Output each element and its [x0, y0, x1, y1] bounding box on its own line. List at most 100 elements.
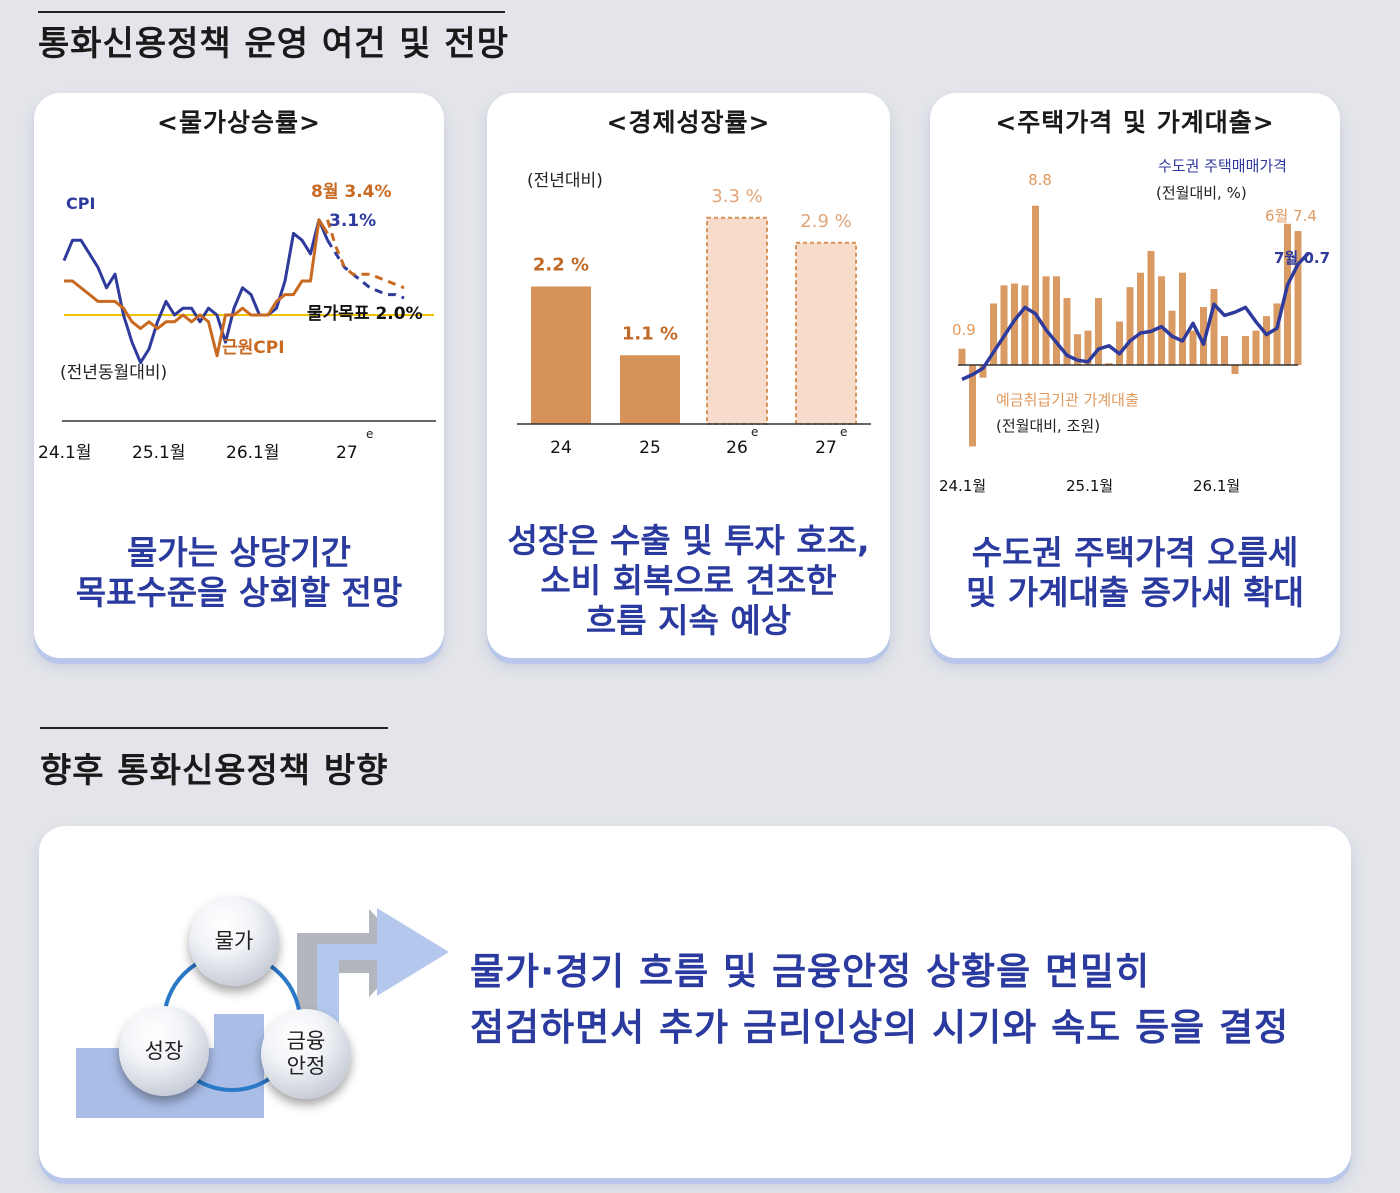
loan-bar [1137, 272, 1144, 365]
node-label: 성장 [144, 1038, 184, 1063]
x-tick-label: 24 [550, 438, 572, 458]
loan-bar [1116, 321, 1123, 365]
caption-line: 수도권 주택가격 오름세 [971, 533, 1299, 572]
forecast-line-core-cpi [326, 219, 405, 290]
forecast-line-cpi [326, 239, 405, 300]
bar-25 [620, 355, 680, 424]
chart-note: (전년동월대비) [60, 363, 167, 383]
loan-bar [1095, 298, 1102, 365]
price-line [961, 251, 1310, 381]
loan-bar [1231, 365, 1239, 375]
series-label-household-loan: 예금취급기관 가계대출 [996, 391, 1139, 409]
loan-bar [1221, 336, 1228, 365]
loan-bar [1011, 283, 1018, 365]
caption-line: 및 가계대출 증가세 확대 [965, 573, 1305, 612]
data-label-26: 3.3 % [711, 186, 762, 207]
stair-block-high [214, 1014, 264, 1118]
x-tick-label: 25 [639, 438, 661, 458]
data-label-24: 2.2 % [533, 255, 589, 276]
loan-bar [1063, 298, 1071, 365]
x-tick-label: 27 [815, 438, 837, 458]
section-rule-policy [40, 727, 388, 729]
x-tick-label: 26.1월 [226, 443, 280, 463]
loan-bar [1042, 276, 1050, 365]
card-policy: 물가 성장 금융 안정 물가·경기 흐름 및 금융안정 상황을 면밀히 점검하면… [39, 826, 1351, 1178]
caption-line: 물가는 상당기간 [126, 533, 351, 572]
bar-27 [795, 241, 857, 425]
loan-bar [1000, 285, 1008, 365]
loan-bar [979, 365, 987, 378]
series-label-housing-price: 수도권 주택매매가격 [1158, 157, 1287, 175]
arrow-icon [317, 908, 449, 1066]
loan-bar [1053, 276, 1060, 365]
series-line-cpi [62, 218, 329, 365]
policy-diagram [76, 908, 449, 1118]
inflation-chart: CPI 근원CPI 8월 3.4% 3.1% 물가목표 2.0% (전년동월대비) 24.1… [38, 182, 436, 463]
caption-line: 흐름 지속 예상 [585, 601, 792, 640]
data-label-27: 2.9 % [800, 211, 851, 232]
card-caption-inflation: 물가는 상당기간 목표수준을 상회할 전망 [34, 533, 444, 613]
loan-bar [1242, 336, 1249, 365]
section-title-outlook: 통화신용정책 운영 여건 및 전망 [38, 24, 509, 64]
x-tick-label: 27 [336, 443, 358, 463]
x-tick-superscript: e [840, 425, 847, 439]
data-label-loan-peak: 8.8 [1028, 171, 1052, 189]
loan-bar [1200, 307, 1207, 365]
loan-bar [1210, 288, 1218, 365]
data-label-cpi: 3.1% [329, 211, 376, 231]
x-tick-label: 24.1월 [38, 443, 92, 463]
node-growth: 성장 [119, 1006, 209, 1096]
card-caption-housing: 수도권 주택가격 오름세 및 가계대출 증가세 확대 [930, 533, 1340, 613]
target-label: 물가목표 2.0% [307, 304, 423, 324]
loan-bar [1032, 205, 1039, 365]
loan-bar [1263, 316, 1270, 365]
series-label-cpi: CPI [66, 194, 95, 213]
data-label-loan-last: 6월 7.4 [1265, 207, 1317, 225]
data-label-price-last: 7월 0.7 [1274, 249, 1330, 267]
x-tick-label: 25.1월 [1066, 477, 1113, 495]
card-title-growth: <경제성장률> [606, 108, 771, 137]
policy-text-line1: 물가·경기 흐름 및 금융안정 상황을 면밀히 [470, 950, 1151, 993]
card-title-housing: <주택가격 및 가계대출> [995, 108, 1275, 137]
loan-bar [1158, 276, 1165, 365]
bar-26 [706, 216, 768, 425]
node-label: 물가 [214, 928, 254, 953]
loan-bar [1105, 363, 1113, 365]
loan-bar [1284, 223, 1291, 365]
x-tick-label: 26 [726, 438, 748, 458]
loan-bar [1147, 250, 1155, 365]
node-label: 금융 [286, 1029, 326, 1053]
node-financial-stability: 금융 안정 [261, 1009, 351, 1099]
chart-note: (전년대비) [527, 171, 603, 191]
unit-label-household-loan: (전월대비, 조원) [996, 417, 1100, 435]
policy-text-line2: 점검하면서 추가 금리인상의 시기와 속도 등을 결정 [470, 1006, 1290, 1049]
unit-label-housing-price: (전월대비, %) [1156, 184, 1247, 202]
loan-bar [1126, 287, 1134, 365]
card-title-inflation: <물가상승률> [157, 108, 321, 137]
data-label-25: 1.1 % [622, 323, 678, 344]
loan-bar [1273, 303, 1281, 365]
loan-bar [1021, 285, 1029, 365]
bar-24 [531, 286, 591, 424]
card-inflation: <물가상승률> CPI 근원CPI 8월 3.4% 3.1% 물가목표 2.0% (전년동… [34, 93, 444, 658]
series-line-core-cpi [64, 218, 329, 358]
section-rule-top [38, 11, 505, 13]
card-housing: <주택가격 및 가계대출> 수도권 주택매매가격 (전월대비, %) 6월 7.4 7… [930, 93, 1340, 658]
loan-bar [958, 348, 966, 365]
loan-bar [990, 303, 997, 365]
loan-bar [1084, 330, 1092, 365]
loan-bar [1189, 330, 1197, 365]
caption-line: 성장은 수출 및 투자 호조, [507, 521, 870, 560]
section-title-policy: 향후 통화신용정책 방향 [40, 751, 389, 791]
x-tick-superscript: e [751, 425, 758, 439]
x-tick-label: 24.1월 [939, 477, 986, 495]
loan-bar [1294, 231, 1302, 365]
card-growth: <경제성장률> (전년대비) 2.2 % 24 1.1 % 25 3.3 % 26 e 2.9 … [487, 93, 890, 658]
housing-chart: 수도권 주택매매가격 (전월대비, %) 6월 7.4 7월 0.7 8.8 0.9 예금취… [939, 157, 1330, 495]
x-tick-label: 26.1월 [1193, 477, 1240, 495]
data-label-core-cpi: 8월 3.4% [311, 182, 392, 202]
x-tick-superscript: e [366, 427, 373, 441]
loan-bar [1252, 330, 1260, 365]
series-label-core-cpi: 근원CPI [222, 338, 285, 358]
